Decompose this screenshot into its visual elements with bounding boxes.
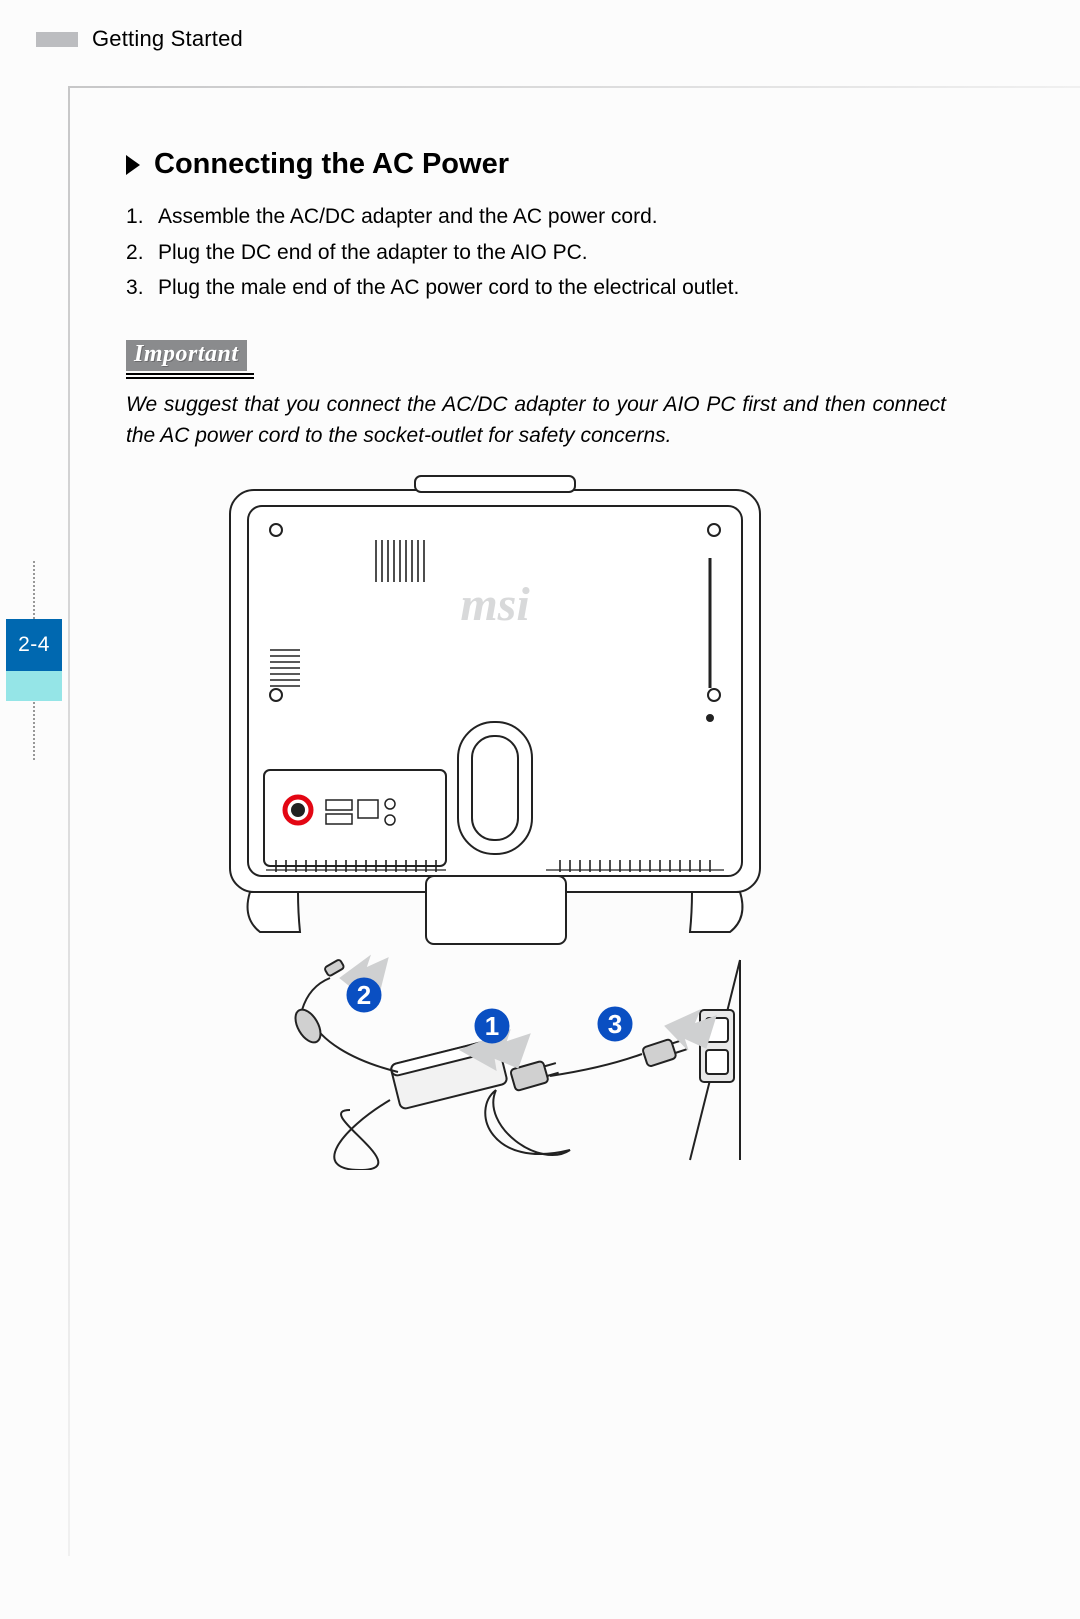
step-item: Plug the DC end of the adapter to the AI… [154,235,946,271]
header-ornament-block [36,32,78,47]
svg-text:2: 2 [357,980,371,1010]
page-header: Getting Started [36,26,243,52]
important-block: Important We suggest that you connect th… [126,340,946,451]
connection-diagram: msi [190,470,910,1170]
svg-text:1: 1 [485,1011,499,1041]
important-underline [126,373,254,379]
steps-list: Assemble the AC/DC adapter and the AC po… [154,199,946,306]
top-rule [68,86,1080,88]
dotted-rule-top [33,560,35,619]
brand-logo-text: msi [460,578,530,631]
content-area: Connecting the AC Power Assemble the AC/… [126,148,946,451]
step-item: Assemble the AC/DC adapter and the AC po… [154,199,946,235]
important-label: Important [126,340,247,371]
section-title-row: Connecting the AC Power [126,148,946,181]
important-note: We suggest that you connect the AC/DC ad… [126,389,946,451]
left-rule [68,86,70,1556]
svg-text:3: 3 [608,1009,622,1039]
step-item: Plug the male end of the AC power cord t… [154,270,946,306]
section-title: Connecting the AC Power [154,148,509,181]
callout-1: 1 [475,1009,509,1043]
diagram-svg: msi [190,470,910,1170]
callout-2: 2 [347,978,381,1012]
side-vent-icon [270,650,300,686]
callout-3: 3 [598,1007,632,1041]
dotted-rule-bottom [33,701,35,760]
page-tab-group: 2-4 [0,560,68,760]
arrow-right-icon [126,155,140,175]
breadcrumb: Getting Started [92,26,243,52]
page-tab-accent [6,671,62,701]
page-number-tab: 2-4 [6,619,62,671]
